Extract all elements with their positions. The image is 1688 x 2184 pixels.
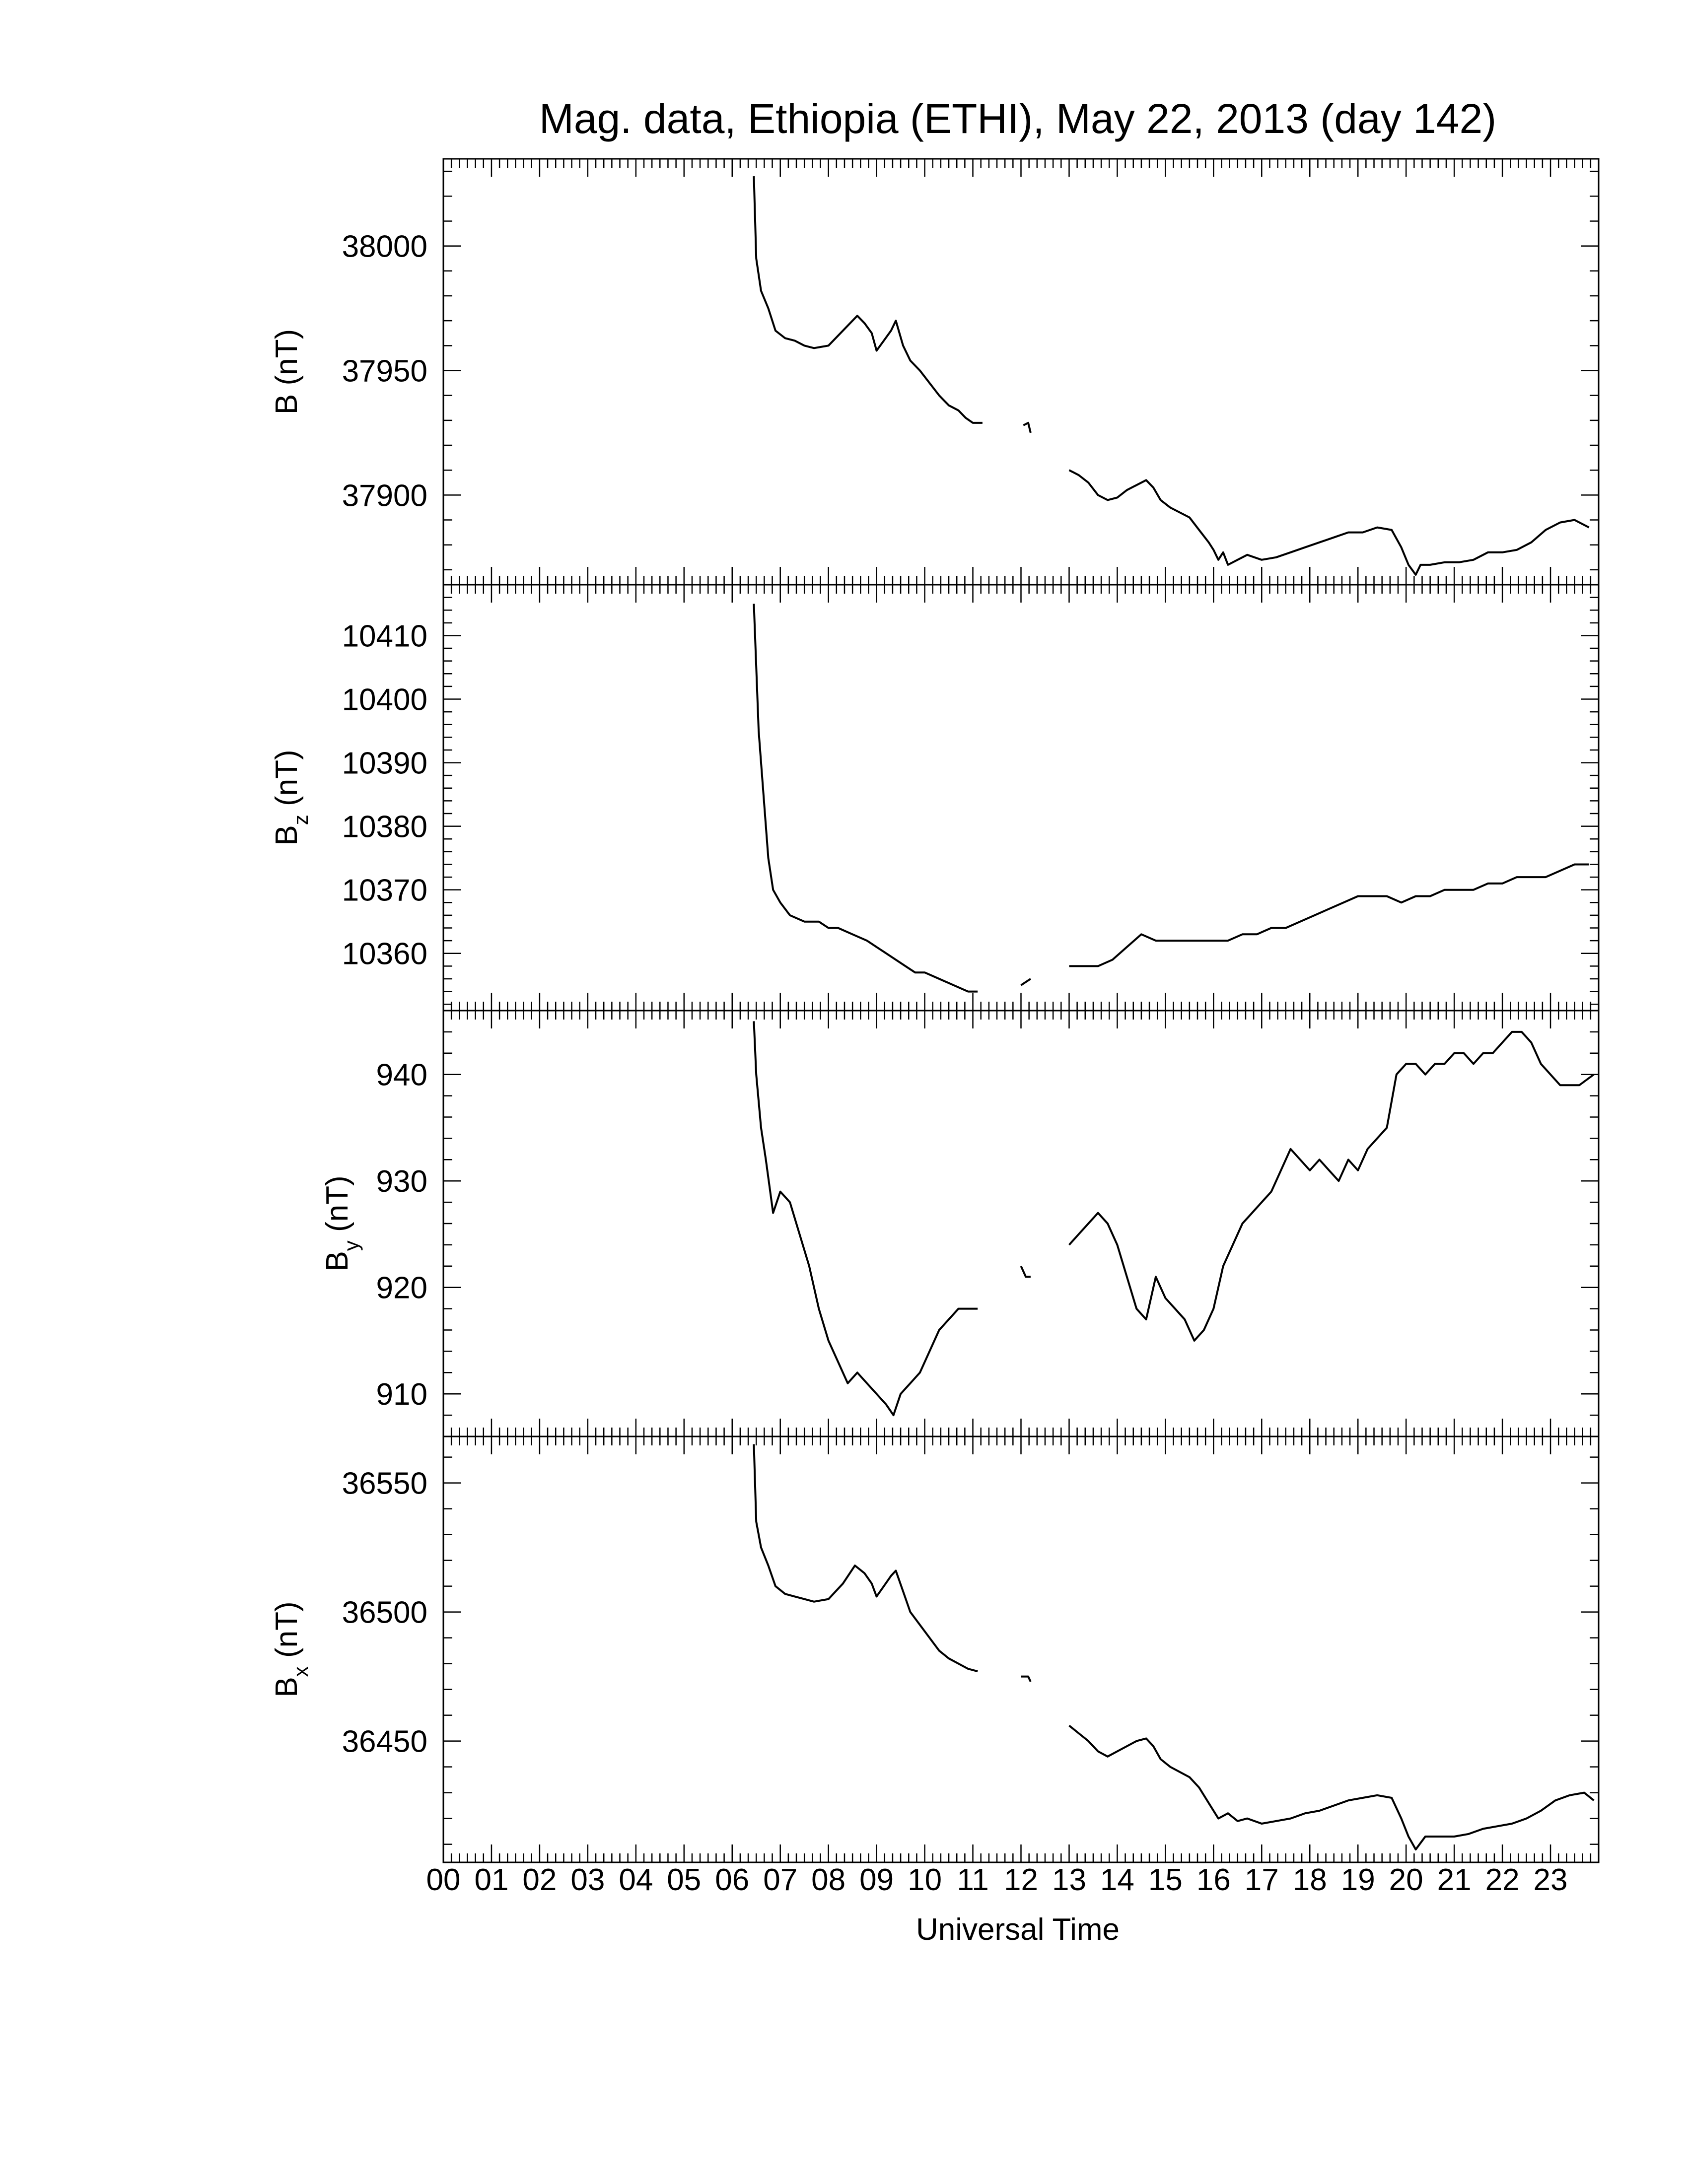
x-tick-label: 15 xyxy=(1148,1863,1183,1897)
x-axis-title: Universal Time xyxy=(916,1912,1120,1947)
y-axis-label-unit: (nT) xyxy=(270,329,304,394)
y-axis-label-main: B xyxy=(270,1677,304,1697)
x-tick-label: 10 xyxy=(908,1863,942,1897)
x-tick-label: 22 xyxy=(1485,1863,1520,1897)
y-axis-label: Bz (nT) xyxy=(270,750,312,845)
series-line-segment-1 xyxy=(1021,1675,1032,1682)
panel-frame xyxy=(442,1435,1600,1863)
x-tick-label: 05 xyxy=(667,1863,701,1897)
y-tick-label: 920 xyxy=(376,1271,427,1305)
y-axis-label-main: B xyxy=(320,1251,354,1271)
y-axis-label-subscript: x xyxy=(289,1666,312,1677)
y-tick-label: 910 xyxy=(376,1377,427,1412)
x-tick-label: 04 xyxy=(619,1863,653,1897)
y-tick-label: 36450 xyxy=(342,1725,427,1759)
chart-title: Mag. data, Ethiopia (ETHI), May 22, 2013… xyxy=(539,95,1496,142)
y-axis-label-main: B xyxy=(270,825,304,845)
series-line-segment-2 xyxy=(1068,1030,1595,1342)
x-tick-label: 01 xyxy=(474,1863,508,1897)
y-axis-label-main: B xyxy=(270,394,304,414)
series-line-segment-0 xyxy=(753,604,978,993)
y-tick-label: 10380 xyxy=(342,810,427,844)
x-tick-label: 12 xyxy=(1004,1863,1038,1897)
series-line-segment-2 xyxy=(1068,469,1590,576)
y-tick-label: 10400 xyxy=(342,683,427,717)
x-tick-label: 20 xyxy=(1389,1863,1423,1897)
x-tick-label: 13 xyxy=(1052,1863,1086,1897)
x-tick-label: 18 xyxy=(1293,1863,1327,1897)
y-tick-label: 930 xyxy=(376,1164,427,1199)
y-axis-label: By (nT) xyxy=(320,1175,363,1271)
y-tick-label: 10370 xyxy=(342,874,427,908)
x-tick-label: 23 xyxy=(1534,1863,1568,1897)
y-tick-label: 36550 xyxy=(342,1467,427,1501)
series-line-segment-1 xyxy=(1020,1265,1031,1278)
y-axis-label: B (nT) xyxy=(270,329,304,414)
series-line-segment-1 xyxy=(1023,421,1032,433)
y-tick-label: 38000 xyxy=(342,230,427,264)
x-tick-label: 02 xyxy=(522,1863,557,1897)
panels: 37900 37950 38000 B (nT) 10360 10370 10380 1039… xyxy=(270,158,1600,1863)
series-line-segment-0 xyxy=(753,1021,978,1417)
x-tick-label: 19 xyxy=(1341,1863,1375,1897)
x-tick-label: 03 xyxy=(570,1863,605,1897)
panel-y: 910 920 930 940 By (nT) xyxy=(320,1010,1600,1437)
y-tick-label: 10410 xyxy=(342,619,427,653)
y-axis-label: Bx (nT) xyxy=(270,1601,312,1697)
y-tick-label: 37900 xyxy=(342,478,427,513)
panel-x: 36450 36500 36550 Bx (nT) xyxy=(270,1435,1600,1863)
series-line-segment-2 xyxy=(1069,863,1589,967)
y-axis-label-unit: (nT) xyxy=(320,1175,354,1240)
y-tick-label: 940 xyxy=(376,1058,427,1092)
x-tick-labels: 00 01 02 03 04 05 06 07 08 09 10 11 12 13 14 15 16 17 18 19… xyxy=(426,1863,1568,1897)
x-tick-label: 17 xyxy=(1245,1863,1279,1897)
series-line-segment-2 xyxy=(1068,1724,1595,1850)
y-axis-label-subscript: z xyxy=(289,815,312,825)
y-tick-label: 10360 xyxy=(342,937,427,971)
x-tick-label: 00 xyxy=(426,1863,461,1897)
series-line-segment-1 xyxy=(1020,978,1032,986)
y-axis-label-unit: (nT) xyxy=(270,1601,304,1666)
y-axis-label-subscript: y xyxy=(340,1240,363,1251)
panel-frame xyxy=(442,584,1600,1012)
panel-z: 10360 10370 10380 10390 10400 10410 Bz (nT) xyxy=(270,584,1600,1012)
x-tick-label: 09 xyxy=(859,1863,894,1897)
y-tick-label: 36500 xyxy=(342,1596,427,1630)
series-line-segment-0 xyxy=(753,176,983,424)
y-tick-label: 10390 xyxy=(342,747,427,781)
y-tick-label: 37950 xyxy=(342,354,427,388)
x-tick-label: 11 xyxy=(957,1863,988,1897)
y-axis-label-unit: (nT) xyxy=(270,750,304,815)
x-tick-label: 08 xyxy=(811,1863,845,1897)
panel-b: 37900 37950 38000 B (nT) xyxy=(270,158,1600,586)
x-tick-label: 16 xyxy=(1196,1863,1231,1897)
x-tick-label: 14 xyxy=(1100,1863,1134,1897)
x-tick-label: 06 xyxy=(715,1863,749,1897)
series-line-segment-0 xyxy=(753,1444,978,1673)
x-tick-label: 07 xyxy=(763,1863,797,1897)
x-tick-label: 21 xyxy=(1437,1863,1472,1897)
panel-frame xyxy=(442,158,1600,586)
